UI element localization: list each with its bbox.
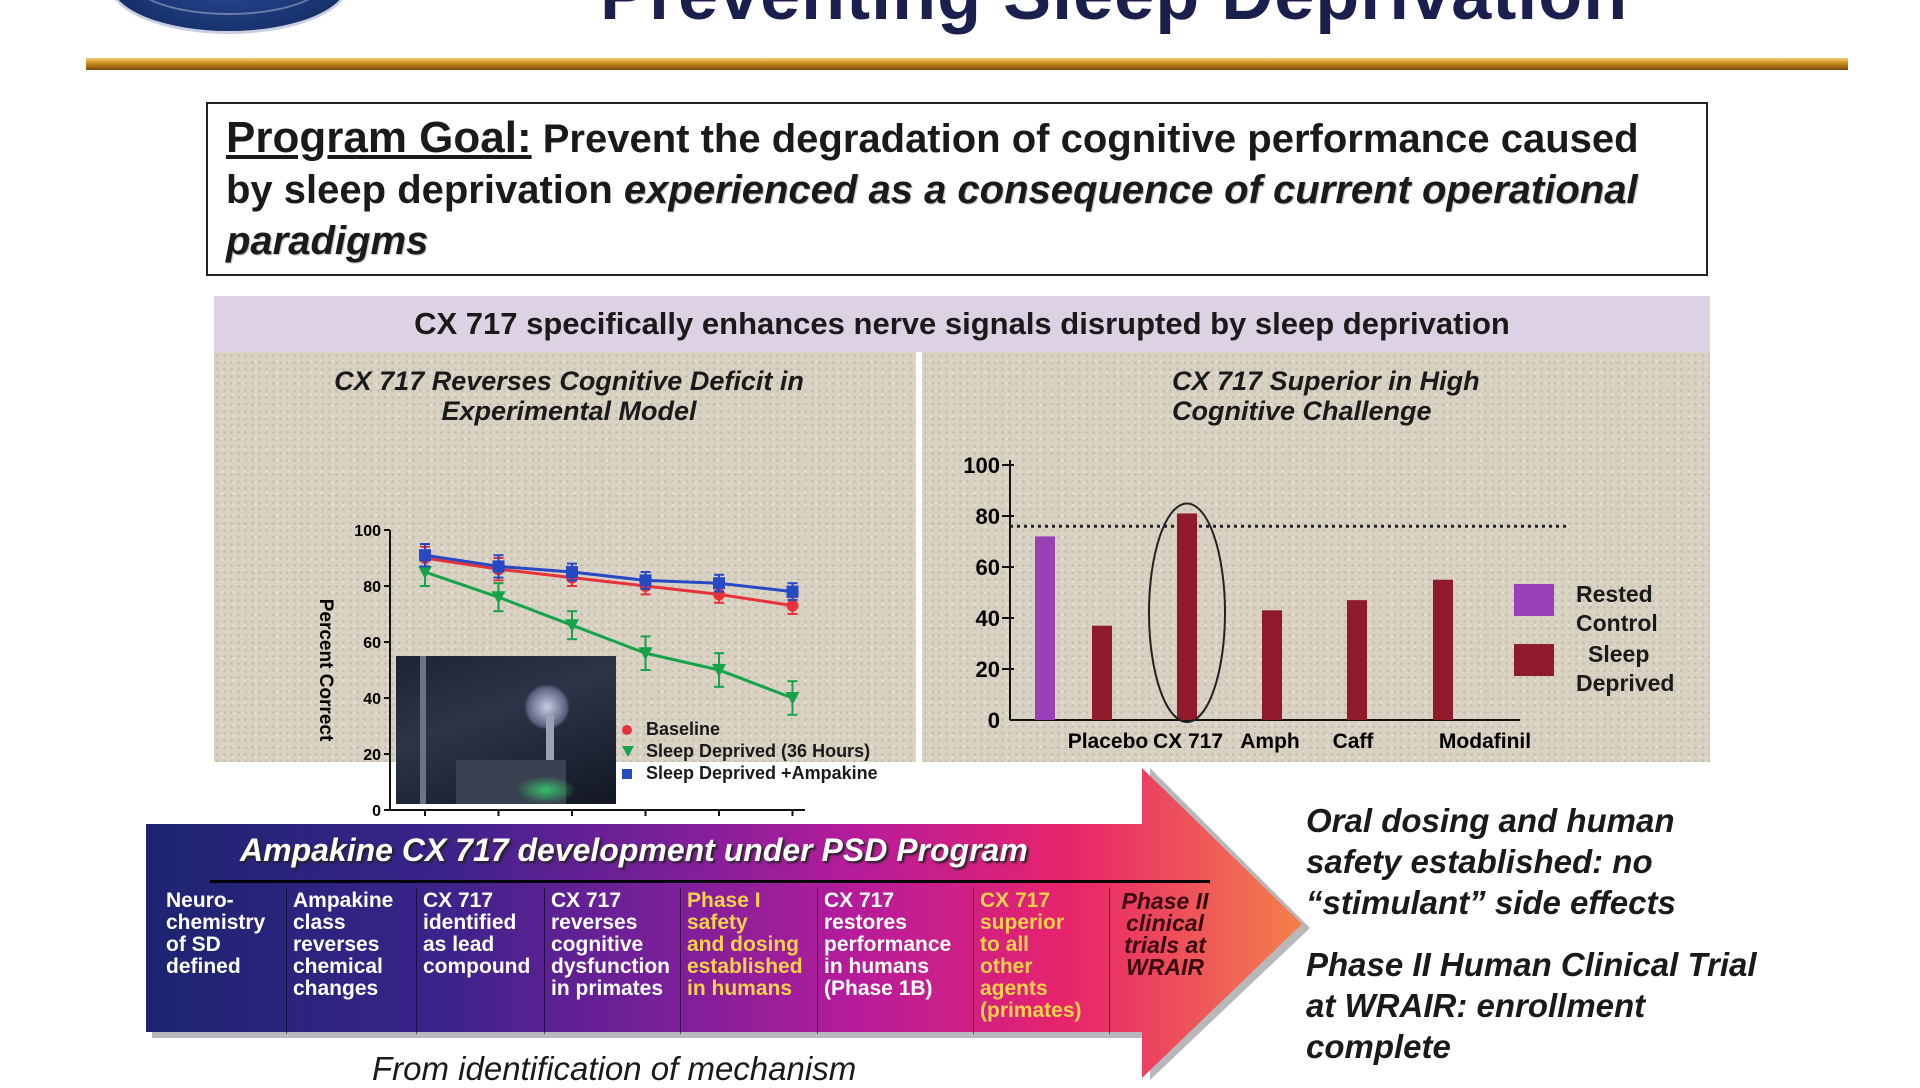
bar xyxy=(1262,610,1282,720)
program-goal-emphasis: experienced as a consequence of current … xyxy=(226,168,1638,263)
arrow-caption: From identification of mechanism xyxy=(372,1050,857,1087)
legend-swatch-maroon xyxy=(1514,644,1554,676)
series-line xyxy=(424,553,793,594)
y-tick-label: 20 xyxy=(363,747,381,764)
milestone-step: CX 717 identified as lead compound xyxy=(417,888,545,1034)
side-note-safety: Oral dosing and human safety established… xyxy=(1306,802,1676,921)
y-tick-label: 20 xyxy=(976,657,1000,682)
y-tick-label: 80 xyxy=(363,579,381,596)
program-goal-text: Prevent the degradation of cognitive per… xyxy=(226,117,1639,212)
data-point xyxy=(713,577,725,590)
left-chart-title: CX 717 Reverses Cognitive Deficit in Exp… xyxy=(334,366,804,426)
slide-title: Preventing Sleep Deprivation xyxy=(600,0,1628,36)
bar xyxy=(1347,600,1367,720)
y-tick-label: 60 xyxy=(976,555,1000,580)
x-tick-label: Modafinil xyxy=(1439,730,1531,753)
milestone-step: Phase II clinical trials at WRAIR xyxy=(1121,888,1209,980)
y-axis-label: Percent Correct xyxy=(315,599,336,742)
bar-chart: 0 20 40 60 80 100 Placebo CX 717 Amph Caff Modafin… xyxy=(963,453,1570,753)
x-tick-label: CX 717 xyxy=(1153,730,1223,753)
milestone-step: Ampakine class reverses chemical changes xyxy=(287,888,417,1034)
y-tick-label: 0 xyxy=(372,803,381,820)
y-tick-label: 100 xyxy=(354,523,381,540)
milestone-step: CX 717 superior to all other agents (pri… xyxy=(974,888,1110,1034)
right-chart-title: CX 717 Superior in High Cognitive Challe… xyxy=(1172,366,1480,426)
legend-item-ampakine: Sleep Deprived +Ampakine xyxy=(622,762,878,784)
arrow-title: Ampakine CX 717 development under PSD Pr… xyxy=(240,832,1028,868)
data-point xyxy=(491,591,506,605)
y-tick-label: 80 xyxy=(976,504,1000,529)
findings-banner: CX 717 specifically enhances nerve signa… xyxy=(214,296,1710,352)
legend-item-sleep-deprived: Sleep Deprived (36 Hours) xyxy=(622,740,878,762)
program-goal-label: Program Goal: xyxy=(226,113,532,162)
data-point xyxy=(712,664,726,677)
milestone-step: Phase I safety and dosing established in… xyxy=(681,888,818,1034)
side-note-phase-two: Phase II Human Clinical Trial at WRAIR: … xyxy=(1306,946,1757,1065)
y-tick-label: 0 xyxy=(988,708,1000,733)
milestone-step: CX 717 reverses cognitive dysfunction in… xyxy=(545,888,681,1034)
y-tick-label: 40 xyxy=(363,691,381,708)
y-tick-label: 40 xyxy=(976,606,1000,631)
program-goal-box: Program Goal: Prevent the degradation of… xyxy=(206,102,1708,276)
data-point xyxy=(418,566,432,579)
milestone-step: Neuro- chemistry of SD defined xyxy=(160,888,287,1034)
data-point xyxy=(638,647,653,661)
data-point xyxy=(785,692,800,705)
bar xyxy=(1177,513,1197,720)
data-point xyxy=(786,599,799,612)
legend-swatch-purple xyxy=(1514,584,1554,616)
primate-test-photo xyxy=(396,656,616,804)
x-tick-label: Amph xyxy=(1240,730,1300,753)
data-point xyxy=(419,549,431,562)
legend-item-baseline: Baseline xyxy=(622,718,878,740)
series-line xyxy=(424,556,793,608)
legend-circle-icon xyxy=(622,725,632,735)
y-tick-label: 60 xyxy=(363,635,381,652)
bar xyxy=(1035,536,1055,720)
legend-square-icon xyxy=(622,769,632,779)
y-tick-label: 100 xyxy=(963,453,1000,478)
development-arrow xyxy=(146,768,1310,1080)
data-point xyxy=(492,560,505,573)
milestone-step: CX 717 restores performance in humans (P… xyxy=(818,888,974,1034)
series-line xyxy=(424,570,794,700)
data-point xyxy=(565,619,579,633)
highlight-ellipse xyxy=(1148,502,1226,724)
agency-seal-logo xyxy=(108,0,350,34)
x-tick-label: Placebo xyxy=(1068,730,1149,753)
header-divider xyxy=(86,58,1848,70)
bar xyxy=(1092,625,1112,720)
data-point xyxy=(566,566,578,578)
arrow-title-underline xyxy=(210,880,1210,883)
data-point xyxy=(639,574,652,587)
bar xyxy=(1433,579,1453,720)
legend-triangle-icon xyxy=(622,746,634,757)
data-point xyxy=(786,585,799,598)
x-tick-label: Caff xyxy=(1333,730,1375,753)
line-chart-legend: Baseline Sleep Deprived (36 Hours) Sleep… xyxy=(622,718,878,784)
